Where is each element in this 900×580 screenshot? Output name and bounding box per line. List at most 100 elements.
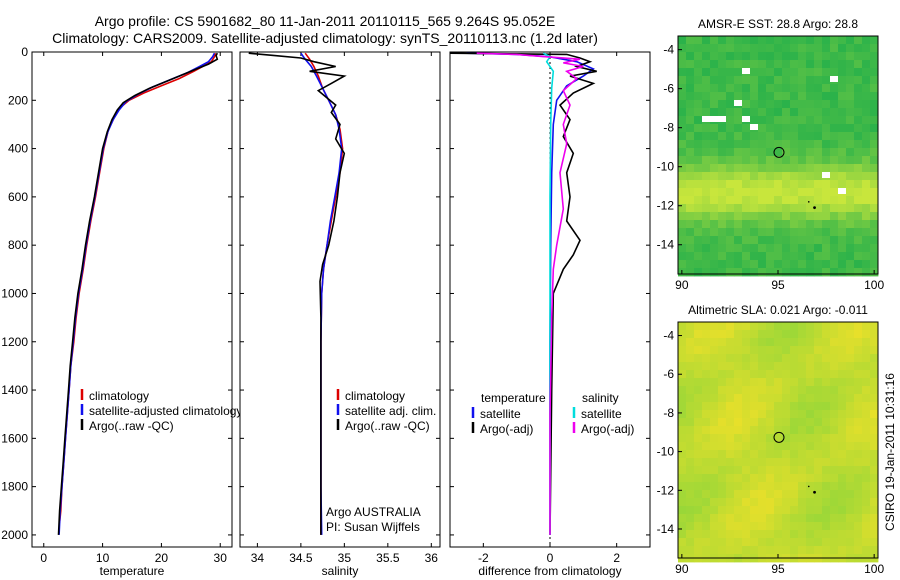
heatmap-cells (678, 36, 879, 277)
heatmap-cell (790, 506, 799, 515)
heatmap-cell (766, 346, 775, 355)
heatmap-cell (766, 514, 775, 523)
heatmap-cell (854, 402, 863, 411)
heatmap-cell (774, 418, 783, 427)
heatmap-cell (854, 180, 863, 189)
heatmap-cell (758, 386, 767, 395)
heatmap-cell (726, 402, 735, 411)
heatmap-cell (766, 410, 775, 419)
heatmap-cell (870, 490, 879, 499)
heatmap-cell (718, 386, 727, 395)
heatmap-cell (750, 204, 759, 213)
heatmap-cell (734, 426, 743, 435)
heatmap-cell (678, 514, 687, 523)
heatmap-cell (790, 322, 799, 331)
heatmap-cell (782, 410, 791, 419)
heatmap-cell (750, 506, 759, 515)
heatmap-cell (782, 354, 791, 363)
legend-title-salinity: salinity (582, 391, 619, 405)
heatmap-cell (710, 434, 719, 443)
heatmap-cell (694, 338, 703, 347)
heatmap-cell (814, 108, 823, 117)
heatmap-cell (686, 156, 695, 165)
heatmap-cell (758, 148, 767, 157)
heatmap-cell (742, 180, 751, 189)
heatmap-cell (822, 188, 831, 197)
heatmap-cell (846, 124, 855, 133)
map-y-tick-label: -8 (663, 406, 674, 420)
heatmap-cell (766, 498, 775, 507)
heatmap-cell (830, 330, 839, 339)
heatmap-cell (774, 362, 783, 371)
heatmap-cell (838, 474, 847, 483)
series-line-2 (542, 52, 555, 535)
heatmap-cell (854, 236, 863, 245)
heatmap-cell (678, 220, 687, 229)
heatmap-cell (862, 458, 871, 467)
heatmap-cell (798, 386, 807, 395)
heatmap-cell (838, 84, 847, 93)
heatmap-cell (710, 228, 719, 237)
heatmap-cell (870, 402, 879, 411)
heatmap-cell (798, 370, 807, 379)
legend-label: Argo(..raw -QC) (345, 419, 430, 433)
heatmap-cell (758, 156, 767, 165)
heatmap-cell (710, 92, 719, 101)
heatmap-cell (694, 188, 703, 197)
heatmap-cell (758, 204, 767, 213)
heatmap-cell (814, 394, 823, 403)
heatmap-cell (750, 172, 759, 181)
figure-title-line-2: Climatology: CARS2009. Satellite-adjuste… (52, 30, 598, 46)
heatmap-cell (742, 252, 751, 261)
heatmap-cell (726, 386, 735, 395)
heatmap-cell (750, 386, 759, 395)
heatmap-cell (798, 52, 807, 61)
heatmap-cell (870, 442, 879, 451)
heatmap-cell (718, 204, 727, 213)
heatmap-cell (718, 330, 727, 339)
heatmap-cell (686, 442, 695, 451)
heatmap-cell (782, 362, 791, 371)
heatmap-cell (790, 124, 799, 133)
island-dot (807, 201, 810, 203)
heatmap-cell (758, 354, 767, 363)
heatmap-cell (686, 330, 695, 339)
heatmap-cell (678, 60, 687, 69)
heatmap-cell (766, 434, 775, 443)
heatmap-cell (742, 346, 751, 355)
heatmap-cell (822, 236, 831, 245)
heatmap-cell (838, 330, 847, 339)
heatmap-cell (782, 148, 791, 157)
heatmap-cell (782, 522, 791, 531)
heatmap-cell (718, 514, 727, 523)
heatmap-cell (694, 108, 703, 117)
heatmap-cell (862, 52, 871, 61)
heatmap-cell (790, 268, 799, 277)
heatmap-cell (846, 410, 855, 419)
heatmap-cell (710, 156, 719, 165)
heatmap-cell (766, 180, 775, 189)
heatmap-cell (702, 36, 711, 45)
heatmap-cell (726, 100, 735, 109)
heatmap-cell (854, 394, 863, 403)
heatmap-cell (734, 212, 743, 221)
heatmap-cell (782, 92, 791, 101)
heatmap-cell (798, 156, 807, 165)
heatmap-cell (846, 434, 855, 443)
heatmap-cell (734, 196, 743, 205)
heatmap-cell (710, 458, 719, 467)
heatmap-cell (846, 458, 855, 467)
heatmap-cell (838, 228, 847, 237)
heatmap-cell (862, 116, 871, 125)
x-axis-label: temperature (100, 564, 165, 578)
heatmap-cell (830, 362, 839, 371)
heatmap-cell (694, 402, 703, 411)
heatmap-cell (718, 370, 727, 379)
heatmap-cell (758, 442, 767, 451)
heatmap-cell (742, 522, 751, 531)
heatmap-cell (870, 100, 879, 109)
heatmap-cell (734, 458, 743, 467)
heatmap-cell (758, 322, 767, 331)
missing-data-cell (822, 172, 830, 178)
